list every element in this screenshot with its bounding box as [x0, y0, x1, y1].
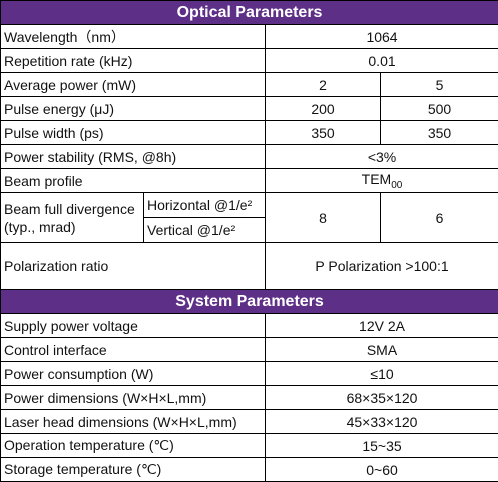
sub-label: Vertical @1/e² — [144, 218, 266, 243]
param-value: 0~60 — [266, 458, 498, 482]
param-label: Pulse width (ps) — [1, 121, 266, 145]
param-label: Polarization ratio — [1, 243, 266, 290]
param-value: 500 — [381, 97, 498, 121]
value-subscript: 00 — [391, 179, 402, 190]
param-value: 200 — [266, 97, 381, 121]
param-label: Beam profile — [1, 169, 266, 193]
param-row: Wavelength（nm）1064 — [1, 25, 498, 49]
param-value: P Polarization >100:1 — [266, 243, 498, 290]
param-value: 5 — [381, 73, 498, 97]
param-value: ≤10 — [266, 362, 498, 386]
param-row: Beam full divergence (typ., mrad)Horizon… — [1, 193, 498, 218]
param-label: Average power (mW) — [1, 73, 266, 97]
param-label: Power dimensions (W×H×L,mm) — [1, 386, 266, 410]
section-header: Optical Parameters — [1, 1, 498, 25]
param-row: Power stability (RMS, @8h)<3% — [1, 145, 498, 169]
param-label: Operation temperature (℃) — [1, 434, 266, 458]
param-label: Power consumption (W) — [1, 362, 266, 386]
section-title: System Parameters — [1, 290, 498, 314]
param-value: 350 — [381, 121, 498, 145]
param-label: Laser head dimensions (W×H×L,mm) — [1, 410, 266, 434]
param-value: 45×33×120 — [266, 410, 498, 434]
param-value: TEM00 — [266, 169, 498, 193]
param-value: 8 — [266, 193, 381, 243]
param-row: Storage temperature (℃)0~60 — [1, 458, 498, 482]
param-row: Laser head dimensions (W×H×L,mm)45×33×12… — [1, 410, 498, 434]
param-value: 0.01 — [266, 49, 498, 73]
param-label: Beam full divergence (typ., mrad) — [1, 193, 144, 243]
param-value: SMA — [266, 338, 498, 362]
param-row: Repetition rate (kHz)0.01 — [1, 49, 498, 73]
param-label: Power stability (RMS, @8h) — [1, 145, 266, 169]
param-value: 2 — [266, 73, 381, 97]
param-value: 12V 2A — [266, 314, 498, 338]
param-value: 15~35 — [266, 434, 498, 458]
section-title: Optical Parameters — [1, 1, 498, 25]
param-value: 1064 — [266, 25, 498, 49]
param-label: Control interface — [1, 338, 266, 362]
param-label: Pulse energy (μJ) — [1, 97, 266, 121]
param-row: Power consumption (W)≤10 — [1, 362, 498, 386]
param-row: Power dimensions (W×H×L,mm)68×35×120 — [1, 386, 498, 410]
param-row: Operation temperature (℃)15~35 — [1, 434, 498, 458]
param-label: Storage temperature (℃) — [1, 458, 266, 482]
param-value: <3% — [266, 145, 498, 169]
param-value: 6 — [381, 193, 498, 243]
param-value: 350 — [266, 121, 381, 145]
param-value: 68×35×120 — [266, 386, 498, 410]
param-label: Supply power voltage — [1, 314, 266, 338]
sub-label: Horizontal @1/e² — [144, 193, 266, 218]
value-text: TEM — [362, 171, 392, 187]
param-label: Repetition rate (kHz) — [1, 49, 266, 73]
param-label: Wavelength（nm） — [1, 25, 266, 49]
section-header: System Parameters — [1, 290, 498, 314]
